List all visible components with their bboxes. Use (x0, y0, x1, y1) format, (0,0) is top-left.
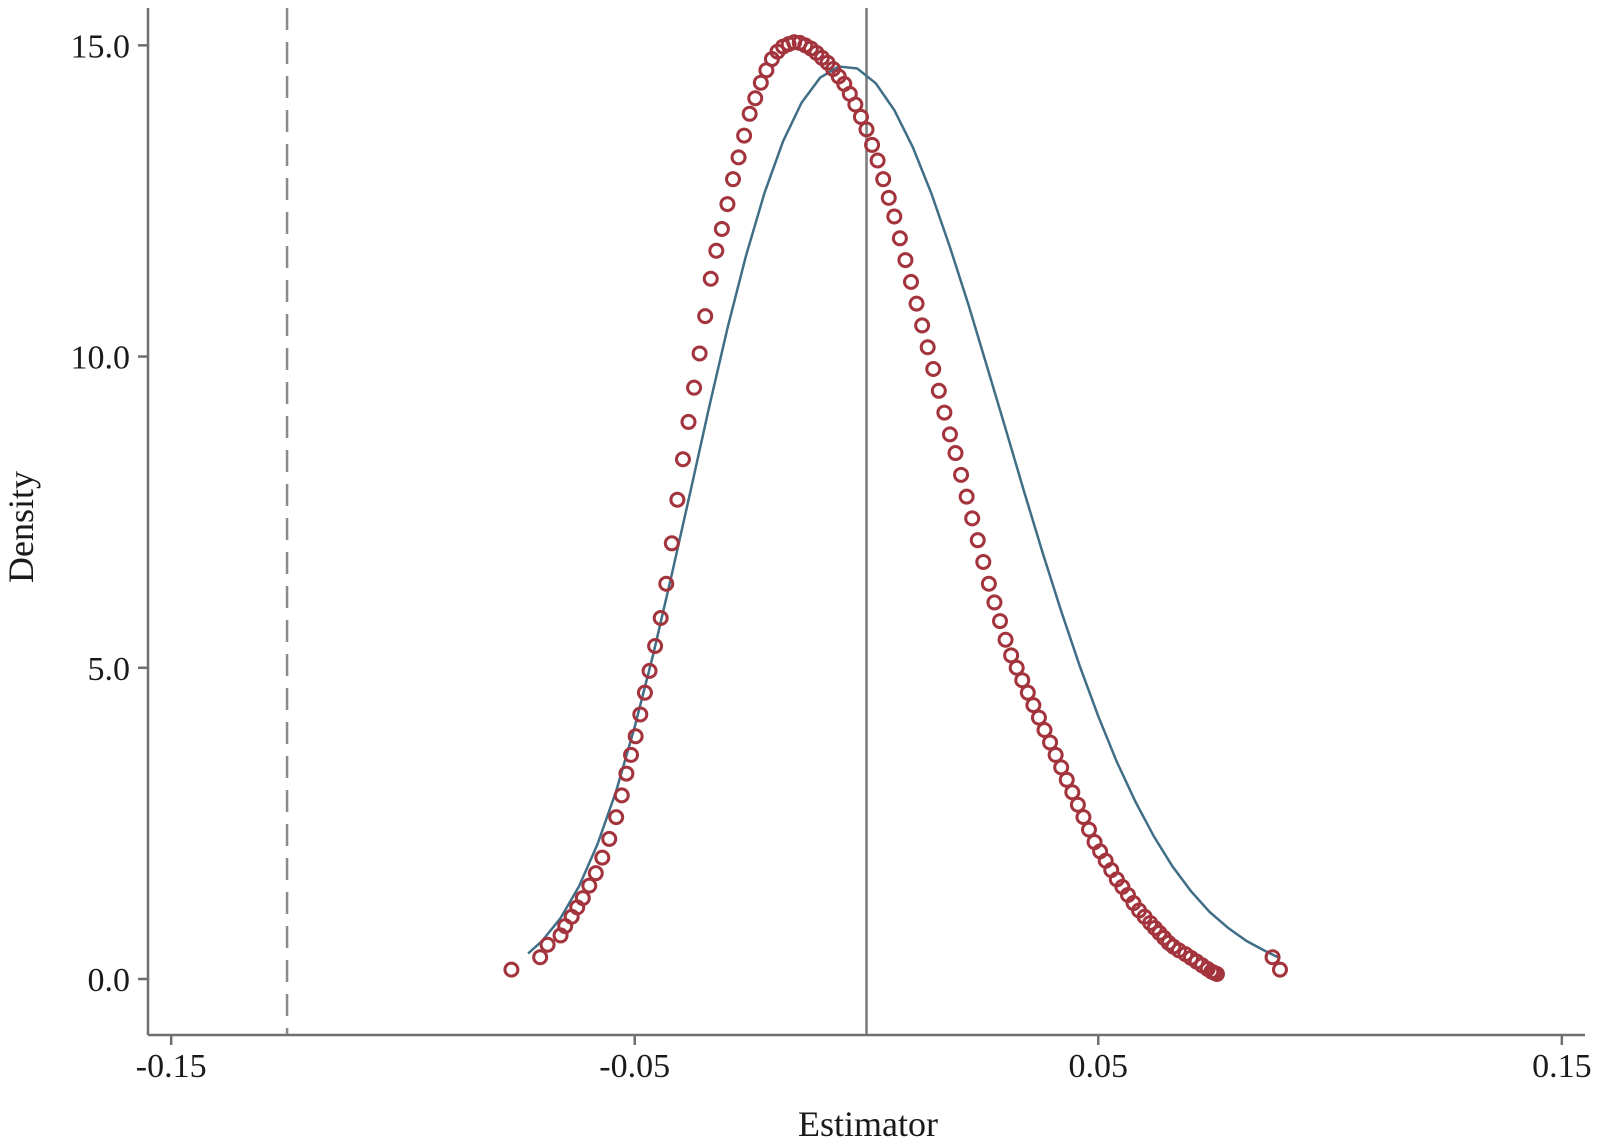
density-point (618, 765, 635, 782)
density-point (747, 90, 764, 107)
density-point (1019, 684, 1036, 701)
density-point (897, 252, 914, 269)
y-tick-label: 0.0 (88, 962, 131, 999)
density-point (539, 936, 556, 953)
density-point (736, 127, 753, 144)
axes: -0.15 -0.05 0.05 0.15 0.0 5.0 10.0 15.0 (71, 8, 1592, 1085)
density-point (697, 308, 714, 325)
density-point (686, 379, 703, 396)
density-point (613, 787, 630, 804)
density-point (1003, 647, 1020, 664)
density-point (997, 631, 1014, 648)
density-point (1208, 966, 1225, 983)
density-point (1053, 759, 1070, 776)
x-tick-label: 0.05 (1069, 1048, 1129, 1085)
x-tick-label: 0.15 (1532, 1048, 1592, 1085)
density-point (1058, 771, 1075, 788)
density-point (886, 208, 903, 225)
density-point (852, 108, 869, 125)
density-point (503, 961, 520, 978)
normal-curve-series (527, 65, 1280, 959)
density-point (708, 242, 725, 259)
density-point (647, 637, 664, 654)
density-point (741, 105, 758, 122)
density-point (691, 345, 708, 362)
density-point (532, 949, 549, 966)
density-point (680, 413, 697, 430)
density-point (1030, 709, 1047, 726)
density-point (581, 877, 598, 894)
density-point (674, 451, 691, 468)
density-point (869, 152, 886, 169)
density-point (730, 149, 747, 166)
density-point (641, 662, 658, 679)
density-point (992, 613, 1009, 630)
density-point (719, 196, 736, 213)
y-tick-label: 10.0 (71, 340, 131, 377)
density-point (969, 532, 986, 549)
density-point (623, 746, 640, 763)
density-point (953, 466, 970, 483)
density-point (936, 404, 953, 421)
density-point (574, 890, 591, 907)
density-point (652, 609, 669, 626)
density-point (875, 171, 892, 188)
density-point (636, 684, 653, 701)
normal-curve-line (527, 65, 1280, 959)
reference-lines (285, 8, 868, 1035)
density-point (903, 273, 920, 290)
density-point (632, 706, 649, 723)
density-point (908, 295, 925, 312)
density-point (663, 535, 680, 552)
density-point (1075, 809, 1092, 826)
density-point (986, 594, 1003, 611)
x-tick-label: -0.05 (599, 1048, 670, 1085)
density-point (964, 510, 981, 527)
y-tick-label: 5.0 (88, 651, 131, 688)
density-point (627, 728, 644, 745)
density-point (975, 553, 992, 570)
density-points-series (503, 34, 1288, 983)
x-axis-title: Estimator (798, 1104, 938, 1144)
density-point (1036, 722, 1053, 739)
density-point (930, 382, 947, 399)
density-point (658, 575, 675, 592)
density-point (752, 74, 769, 91)
density-point (1042, 734, 1059, 751)
density-point (1025, 697, 1042, 714)
density-point (880, 189, 897, 206)
density-point (587, 865, 604, 882)
density-point (891, 230, 908, 247)
density-point (608, 809, 625, 826)
y-tick-label: 15.0 (71, 28, 131, 65)
density-point (1271, 961, 1288, 978)
density-point (1008, 659, 1025, 676)
density-point (1069, 796, 1086, 813)
density-point (914, 317, 931, 334)
density-point (958, 488, 975, 505)
density-point (601, 830, 618, 847)
density-point (702, 270, 719, 287)
density-point (1014, 672, 1031, 689)
density-point (1047, 746, 1064, 763)
y-axis-title: Density (1, 471, 41, 583)
density-point (1081, 821, 1098, 838)
density-point (1064, 784, 1081, 801)
density-point (941, 426, 958, 443)
density-point (1264, 949, 1281, 966)
density-point (919, 339, 936, 356)
x-tick-label: -0.15 (136, 1048, 207, 1085)
density-point (858, 121, 875, 138)
density-point (713, 220, 730, 237)
density-point (947, 445, 964, 462)
density-point (980, 575, 997, 592)
density-point (847, 96, 864, 113)
density-point (669, 491, 686, 508)
density-point (925, 361, 942, 378)
density-point (594, 849, 611, 866)
density-point (724, 171, 741, 188)
density-point (864, 136, 881, 153)
